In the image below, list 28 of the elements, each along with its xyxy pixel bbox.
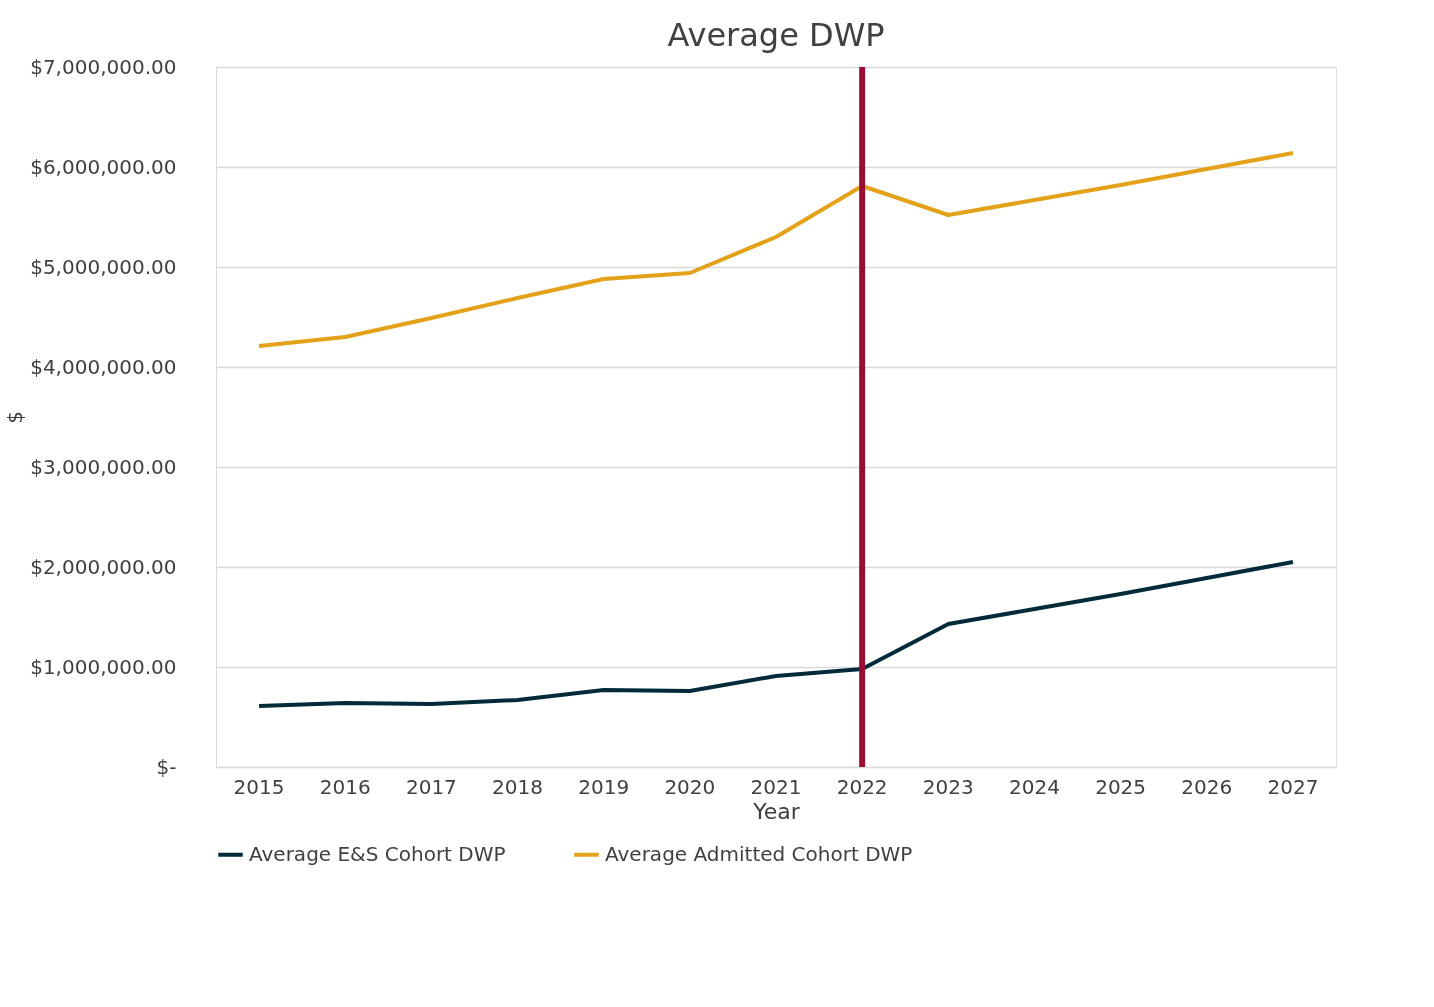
x-axis-title: Year [752, 798, 801, 824]
y-tick-label: $4,000,000.00 [30, 354, 177, 379]
y-tick-label: $6,000,000.00 [30, 154, 177, 179]
x-tick-label: 2015 [233, 774, 285, 799]
legend-label: Average E&S Cohort DWP [249, 841, 506, 866]
x-tick-label: 2018 [492, 774, 543, 799]
x-tick-label: 2021 [750, 774, 802, 799]
y-tick-label: $3,000,000.00 [30, 454, 177, 479]
x-tick-label: 2017 [405, 774, 457, 799]
x-tick-label: 2024 [1009, 774, 1060, 799]
x-tick-label: 2027 [1267, 774, 1319, 799]
y-tick-label: $2,000,000.00 [30, 554, 177, 579]
x-tick-label: 2019 [578, 774, 630, 799]
x-tick-label: 2016 [319, 774, 371, 799]
x-tick-label: 2022 [836, 774, 888, 799]
line-series [257, 151, 1295, 348]
line-series [257, 560, 1295, 708]
y-tick-label: $1,000,000.00 [30, 654, 177, 679]
y-tick-label: $- [156, 754, 177, 779]
x-tick-label: 2023 [922, 774, 974, 799]
y-axis-title: $ [3, 411, 28, 424]
x-tick-label: 2025 [1095, 774, 1147, 799]
y-tick-label: $7,000,000.00 [30, 54, 177, 79]
chart-title: Average DWP [667, 16, 885, 54]
y-tick-label: $5,000,000.00 [30, 254, 177, 279]
x-tick-label: 2020 [664, 774, 716, 799]
x-tick-label: 2026 [1181, 774, 1233, 799]
legend-label: Average Admitted Cohort DWP [605, 841, 913, 866]
